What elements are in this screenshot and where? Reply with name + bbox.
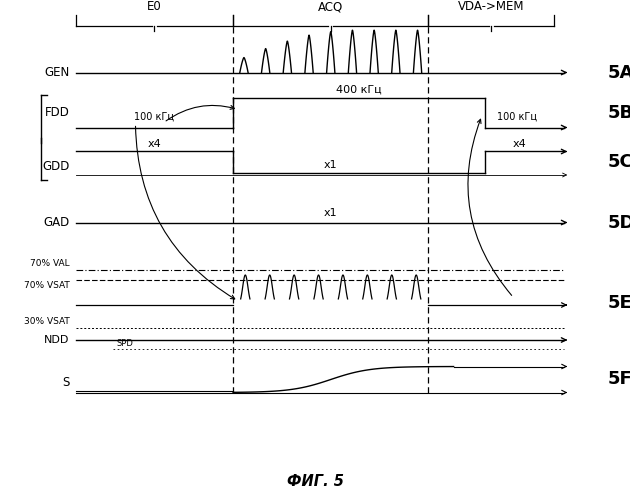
- Text: 70% VAL: 70% VAL: [30, 260, 69, 268]
- Text: x1: x1: [324, 160, 338, 170]
- Text: 5A: 5A: [608, 64, 630, 82]
- Text: 5B: 5B: [608, 104, 630, 122]
- Text: 5C: 5C: [608, 153, 630, 171]
- Text: E0: E0: [147, 0, 162, 13]
- Text: 30% VSAT: 30% VSAT: [23, 317, 69, 326]
- Text: x1: x1: [324, 208, 338, 218]
- Text: x4: x4: [147, 139, 161, 149]
- Text: 400 кГц: 400 кГц: [336, 84, 382, 94]
- Text: 100 кГц: 100 кГц: [496, 112, 537, 122]
- Text: GDD: GDD: [42, 160, 69, 172]
- Text: ACQ: ACQ: [318, 0, 343, 13]
- Text: NDD: NDD: [44, 335, 69, 345]
- Text: 70% VSAT: 70% VSAT: [23, 282, 69, 290]
- Text: ФИГ. 5: ФИГ. 5: [287, 474, 343, 488]
- Text: 5E: 5E: [608, 294, 630, 312]
- Text: x4: x4: [513, 139, 527, 149]
- Text: S: S: [62, 376, 69, 388]
- Text: GEN: GEN: [44, 66, 69, 79]
- Text: FDD: FDD: [45, 106, 69, 119]
- Text: 100 кГц: 100 кГц: [134, 112, 175, 122]
- Text: 5F: 5F: [608, 370, 630, 388]
- Text: GAD: GAD: [43, 216, 69, 229]
- Text: 5D: 5D: [608, 214, 630, 232]
- Text: VDA->MEM: VDA->MEM: [458, 0, 525, 13]
- Text: SPD: SPD: [117, 338, 134, 347]
